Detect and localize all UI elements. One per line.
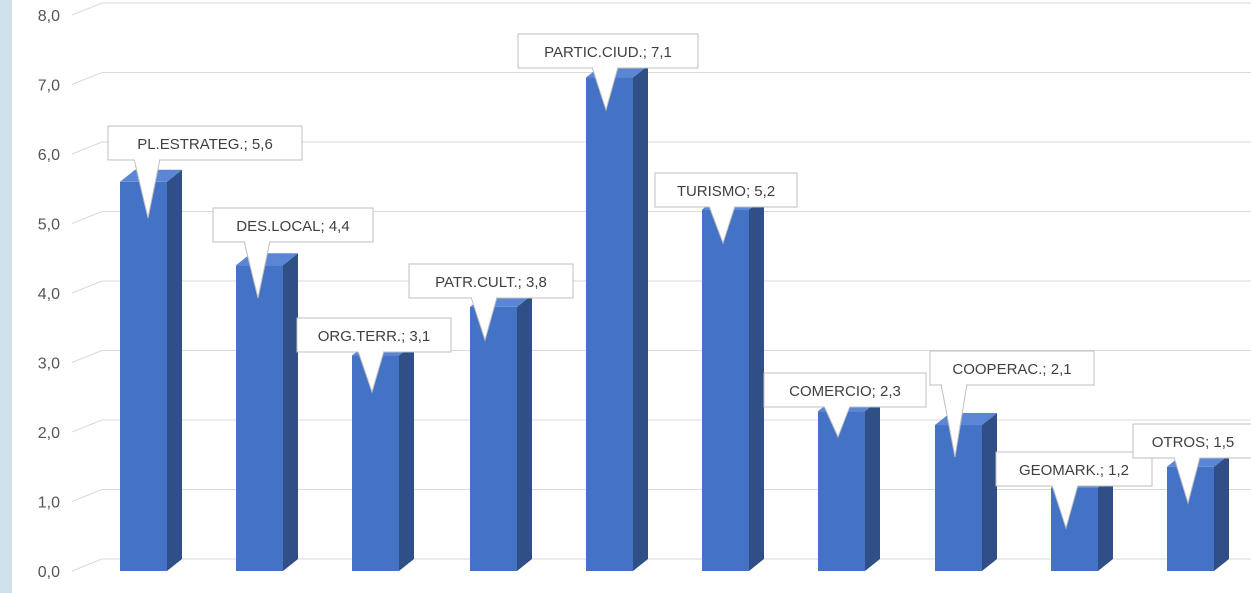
data-label-box [1132,423,1251,459]
bar [1167,454,1229,571]
data-label: PL.ESTRATEG.; 5,6 [107,125,303,219]
y-tick-label: 0,0 [38,564,60,581]
bar-side [283,253,298,571]
data-label-seam [1053,484,1077,487]
data-label-text: PL.ESTRATEG.; 5,6 [137,136,273,153]
bar-front [702,209,749,571]
bar-side [982,413,997,571]
data-label: OTROS; 1,5 [1132,423,1251,505]
bar-side [1214,454,1229,571]
data-label-box [296,317,452,353]
gridline-connector [71,558,103,572]
y-tick-label: 2,0 [38,425,60,442]
gridline-connector [71,489,103,502]
bar-front [586,77,633,572]
data-label: PATR.CULT.; 3,8 [408,263,574,342]
data-label: DES.LOCAL; 4,4 [212,207,374,299]
data-label-seam [359,350,383,353]
data-label-box [408,263,574,299]
bar [236,253,298,571]
y-tick-label: 3,0 [38,356,60,373]
gridline-connector [71,211,103,224]
data-label-text: OTROS; 1,5 [1152,434,1235,451]
bar-front [236,265,283,571]
data-label-text: PATR.CULT.; 3,8 [435,274,547,291]
data-label-box [995,451,1153,487]
bar [935,413,997,571]
bar [120,169,182,572]
data-label-text: COMERCIO; 2,3 [789,383,901,400]
data-label-seam [472,296,496,299]
data-label-box [763,372,927,408]
gridline-connector [71,350,103,363]
bar-front [352,355,399,571]
bar-side [865,399,880,571]
left-edge-strip [0,0,12,593]
bar-side [749,197,764,571]
y-tick-label: 5,0 [38,217,60,234]
bar [1051,475,1113,571]
bar [702,197,764,571]
data-label-seam [710,205,734,208]
gridline-connector [71,141,103,155]
bar-front [935,425,982,571]
data-label-seam [825,405,849,408]
data-label: COOPERAC.; 2,1 [929,350,1095,458]
bar-side [1098,475,1113,571]
data-label-box [929,350,1095,386]
data-label-seam [1175,456,1199,459]
y-tick-label: 8,0 [38,8,60,25]
bar [470,294,532,571]
y-tick-label: 6,0 [38,147,60,164]
bar [352,343,414,571]
data-label: GEOMARK.; 1,2 [995,451,1153,530]
bar-front [470,306,517,571]
bar-front [818,411,865,571]
data-label-text: ORG.TERR.; 3,1 [318,328,431,345]
data-label: PARTIC.CIUD.; 7,1 [517,33,699,112]
bar-side [167,169,182,572]
bar [586,65,648,572]
data-labels: PL.ESTRATEG.; 5,6 DES.LOCAL; 4,4 ORG.TERR.… [107,33,1251,530]
bar-side [517,294,532,571]
data-label-box [107,125,303,161]
bar-side [633,65,648,572]
data-label-text: PARTIC.CIUD.; 7,1 [544,44,672,61]
data-label-text: DES.LOCAL; 4,4 [236,218,349,235]
data-label: COMERCIO; 2,3 [763,372,927,439]
y-tick-label: 7,0 [38,78,60,95]
bar-front [120,181,167,572]
gridline-connector [71,72,103,85]
data-label-box [654,172,798,208]
gridline-connector [71,2,103,16]
data-label: ORG.TERR.; 3,1 [296,317,452,394]
gridline-connector [71,280,103,294]
data-label-text: COOPERAC.; 2,1 [952,361,1071,378]
bar-side [399,343,414,571]
data-label-seam [942,383,966,386]
data-label-seam [593,66,617,69]
data-label-text: TURISMO; 5,2 [677,183,775,200]
data-label-text: GEOMARK.; 1,2 [1019,462,1129,479]
bar [818,399,880,571]
data-label-box [212,207,374,243]
bars [120,65,1229,572]
data-label: TURISMO; 5,2 [654,172,798,245]
y-tick-label: 4,0 [38,286,60,303]
data-label-seam [245,240,269,243]
data-label-seam [135,158,159,161]
y-tick-label: 1,0 [38,495,60,512]
y-axis-tick-labels: 0,0 1,0 2,0 3,0 4,0 5,0 6,0 7,0 8,0 [38,8,60,581]
gridline-connector [71,419,103,433]
